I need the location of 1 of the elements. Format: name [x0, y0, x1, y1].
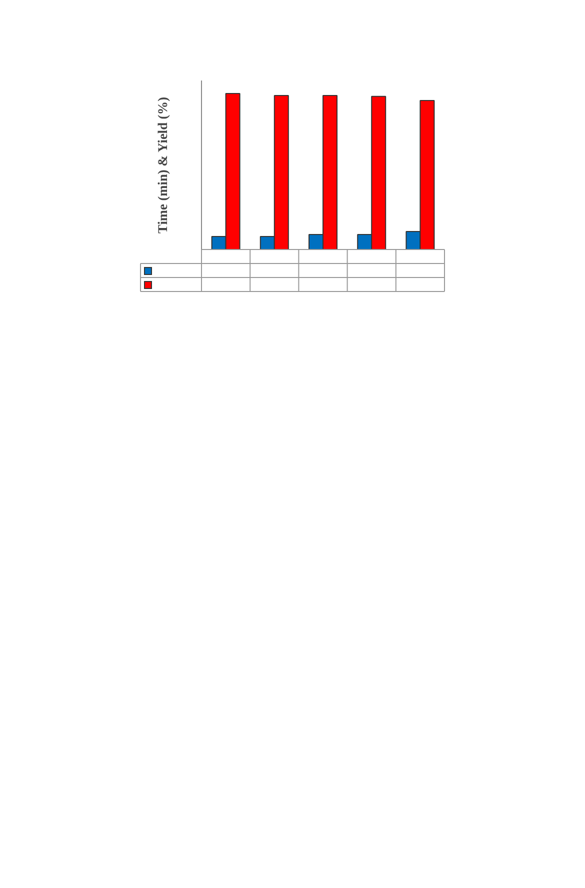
y-axis-title: Time (min) & Yield (%)	[155, 96, 170, 234]
